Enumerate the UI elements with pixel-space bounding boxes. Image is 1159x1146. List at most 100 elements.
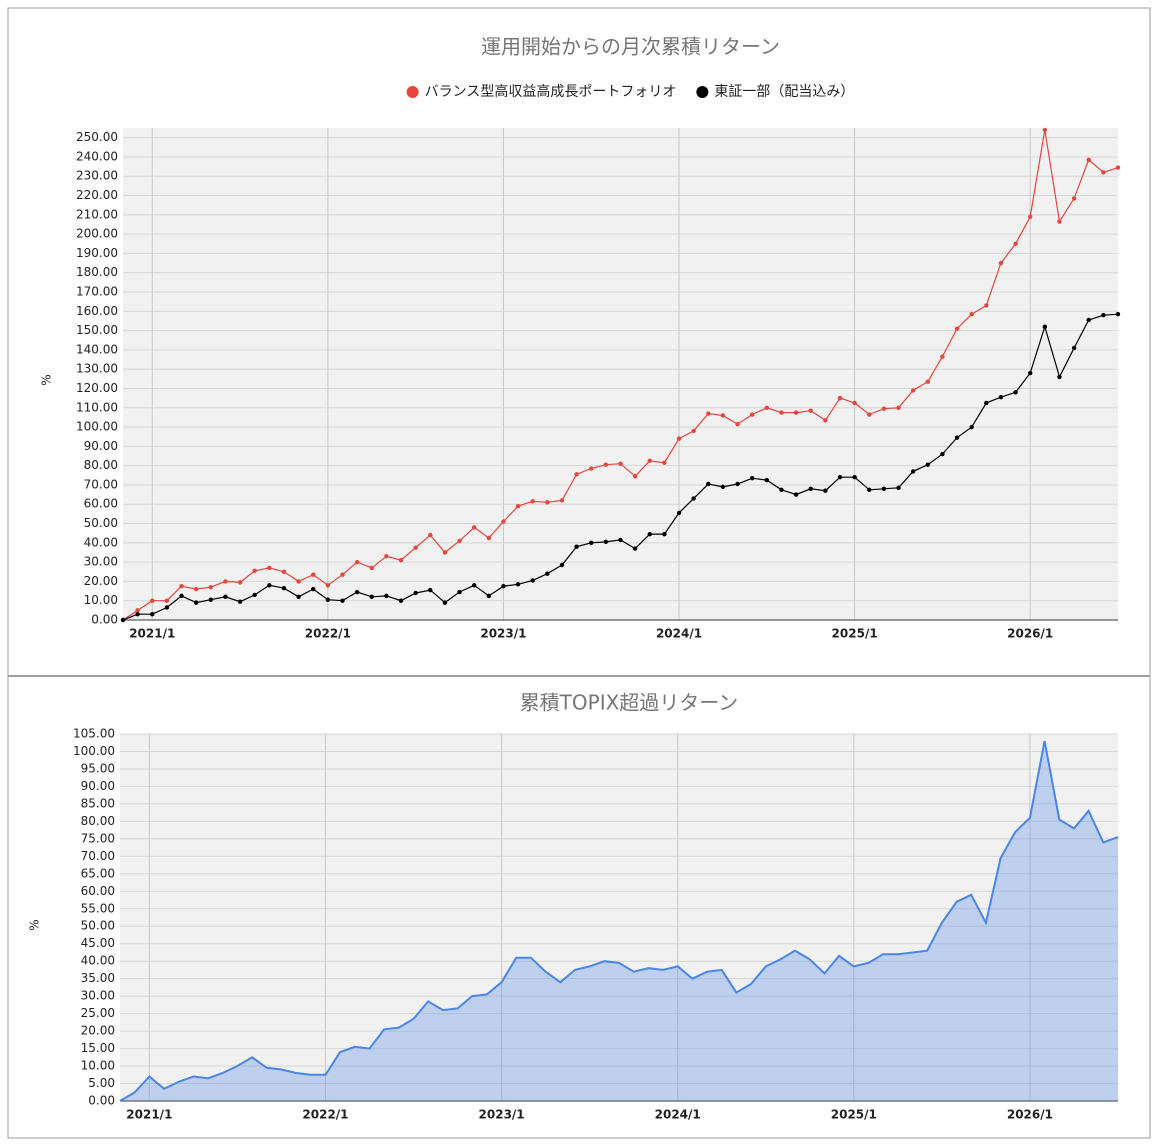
legend-label: 東証一部（配当込み） xyxy=(714,84,854,100)
y-tick-label: 110.00 xyxy=(76,400,118,414)
data-point xyxy=(1013,390,1018,395)
y-tick-label: 55.00 xyxy=(81,901,115,915)
y-tick-label: 25.00 xyxy=(81,1006,115,1020)
data-point xyxy=(164,598,170,603)
data-point xyxy=(515,503,521,509)
data-point xyxy=(486,535,492,541)
legend-marker xyxy=(406,86,419,98)
y-tick-label: 35.00 xyxy=(81,971,115,985)
y-tick-label: 50.00 xyxy=(81,919,115,933)
y-axis-label: % xyxy=(28,919,42,930)
data-point xyxy=(340,598,345,603)
data-point xyxy=(1101,312,1106,318)
data-point xyxy=(296,594,301,600)
data-point xyxy=(237,599,243,604)
x-tick-label: 2022/1 xyxy=(302,1108,348,1122)
x-tick-label: 2021/1 xyxy=(126,1108,172,1122)
data-point xyxy=(793,410,799,415)
legend-marker xyxy=(696,86,709,98)
data-point xyxy=(837,475,843,480)
y-tick-label: 85.00 xyxy=(81,796,115,810)
data-point xyxy=(545,500,550,505)
data-point xyxy=(867,412,872,417)
y-tick-label: 200.00 xyxy=(76,227,118,241)
data-point xyxy=(252,592,257,598)
y-tick-label: 15.00 xyxy=(81,1041,115,1055)
y-tick-label: 105.00 xyxy=(73,727,115,741)
data-point xyxy=(632,474,638,479)
data-point xyxy=(881,406,887,411)
data-point xyxy=(325,583,331,588)
y-tick-label: 0.00 xyxy=(88,1094,115,1108)
data-point xyxy=(589,540,594,546)
y-tick-label: 80.00 xyxy=(84,458,118,472)
data-point xyxy=(954,326,960,331)
data-point xyxy=(925,462,930,467)
data-point xyxy=(150,598,155,603)
data-point xyxy=(1013,241,1018,246)
data-point xyxy=(237,580,243,585)
data-point xyxy=(764,405,770,410)
area-line xyxy=(119,740,1119,1102)
data-point xyxy=(354,559,360,565)
y-tick-label: 70.00 xyxy=(84,477,118,491)
x-tick-label: 2026/1 xyxy=(1007,1108,1053,1122)
x-tick-label: 2024/1 xyxy=(655,1108,701,1122)
y-tick-label: 40.00 xyxy=(81,954,115,968)
data-point xyxy=(1086,317,1091,323)
data-point xyxy=(1086,157,1091,163)
data-point xyxy=(720,413,726,418)
x-tick-label: 2023/1 xyxy=(480,627,526,641)
data-point xyxy=(1028,370,1033,376)
data-point xyxy=(676,510,682,516)
data-point xyxy=(969,311,974,317)
data-point xyxy=(193,600,199,605)
x-tick-label: 2022/1 xyxy=(305,627,351,641)
data-point xyxy=(706,411,711,416)
data-point xyxy=(471,525,477,530)
data-point xyxy=(984,303,989,308)
data-point xyxy=(223,579,228,584)
data-point xyxy=(413,545,418,550)
data-point xyxy=(764,477,770,483)
data-point xyxy=(311,572,316,577)
y-tick-label: 60.00 xyxy=(81,884,115,898)
y-tick-label: 30.00 xyxy=(84,555,118,569)
y-tick-label: 75.00 xyxy=(81,831,115,845)
y-tick-label: 130.00 xyxy=(76,362,118,376)
data-point xyxy=(793,492,799,497)
y-axis-label: % xyxy=(40,374,54,385)
data-point xyxy=(457,589,462,595)
y-tick-label: 240.00 xyxy=(76,149,118,163)
data-point xyxy=(1057,219,1062,224)
data-point xyxy=(457,538,462,544)
data-point xyxy=(852,400,857,406)
data-point xyxy=(779,487,784,492)
data-point xyxy=(150,612,155,617)
data-point xyxy=(398,598,404,603)
data-point xyxy=(530,499,535,504)
y-tick-label: 0.00 xyxy=(91,613,118,627)
data-point xyxy=(896,405,901,410)
y-tick-label: 170.00 xyxy=(76,285,118,299)
data-point xyxy=(267,565,272,571)
data-point xyxy=(120,617,126,623)
data-point xyxy=(179,584,184,589)
data-point xyxy=(574,544,579,549)
data-point xyxy=(954,435,960,440)
data-point xyxy=(267,583,272,588)
y-tick-label: 100.00 xyxy=(73,744,115,758)
data-point xyxy=(1057,374,1062,380)
data-point xyxy=(1028,214,1033,219)
y-tick-label: 80.00 xyxy=(81,814,115,828)
area-fill xyxy=(120,741,1118,1101)
y-tick-label: 30.00 xyxy=(81,989,115,1003)
data-point xyxy=(296,579,301,584)
data-point xyxy=(252,568,257,573)
plot-area xyxy=(120,734,1118,1101)
x-tick-label: 2023/1 xyxy=(479,1108,525,1122)
data-point xyxy=(618,537,623,543)
y-tick-label: 210.00 xyxy=(76,207,118,221)
